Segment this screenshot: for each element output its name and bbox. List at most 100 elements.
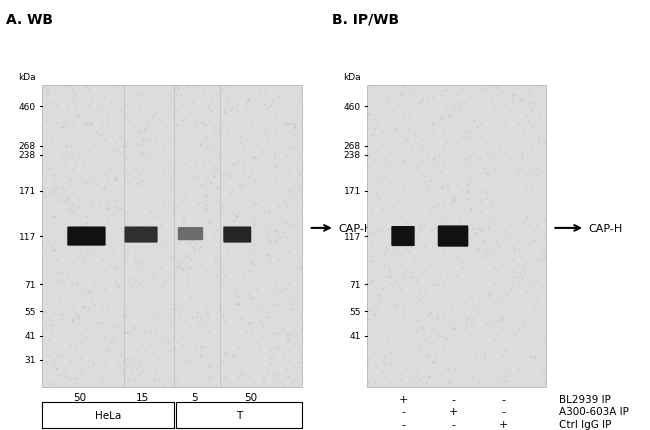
Point	[183, 264, 194, 271]
Point	[538, 304, 548, 311]
Point	[61, 105, 72, 112]
Point	[404, 111, 414, 118]
Point	[418, 300, 428, 307]
Point	[187, 314, 198, 321]
Point	[219, 273, 229, 280]
Point	[239, 158, 249, 165]
Point	[437, 218, 447, 224]
Point	[263, 371, 273, 378]
Point	[201, 134, 211, 141]
Point	[179, 160, 189, 167]
Point	[55, 278, 65, 285]
Point	[57, 352, 68, 359]
Point	[380, 163, 391, 170]
Point	[422, 181, 432, 187]
Point	[130, 255, 140, 262]
Point	[104, 205, 114, 212]
Point	[294, 150, 304, 157]
Point	[445, 285, 456, 292]
Point	[151, 138, 162, 145]
Point	[443, 364, 454, 371]
Point	[66, 207, 76, 214]
Point	[495, 181, 505, 188]
Point	[481, 171, 491, 178]
FancyBboxPatch shape	[391, 227, 415, 246]
Point	[222, 171, 233, 178]
Point	[406, 274, 416, 281]
Point	[461, 250, 471, 257]
Point	[501, 368, 512, 375]
Point	[215, 170, 226, 177]
Point	[153, 317, 164, 324]
Point	[273, 346, 283, 353]
Point	[160, 310, 170, 317]
Point	[244, 174, 254, 181]
Point	[501, 291, 512, 298]
Point	[289, 131, 300, 138]
Point	[448, 103, 459, 110]
Point	[49, 185, 59, 192]
Point	[132, 141, 142, 148]
Point	[391, 278, 402, 285]
Point	[168, 204, 178, 211]
Point	[77, 175, 87, 182]
Point	[131, 229, 141, 236]
Point	[200, 193, 210, 200]
Point	[140, 126, 151, 133]
Point	[52, 257, 62, 264]
Point	[507, 96, 517, 103]
Point	[481, 321, 491, 328]
Point	[365, 267, 376, 274]
Point	[246, 295, 256, 302]
Point	[404, 240, 414, 246]
Point	[109, 204, 120, 211]
Point	[60, 234, 70, 241]
Point	[102, 344, 112, 351]
Point	[489, 107, 500, 114]
Point	[370, 120, 381, 127]
Point	[491, 317, 502, 324]
Point	[439, 198, 449, 205]
Point	[463, 268, 474, 275]
Point	[371, 303, 382, 310]
Point	[77, 162, 88, 169]
Point	[289, 121, 300, 128]
FancyBboxPatch shape	[177, 227, 203, 241]
Point	[529, 303, 539, 310]
Point	[120, 114, 130, 121]
Text: 460: 460	[344, 103, 361, 111]
Point	[40, 323, 51, 330]
Point	[532, 167, 543, 174]
Point	[532, 136, 543, 143]
Point	[172, 378, 183, 385]
Point	[67, 317, 77, 324]
Point	[386, 280, 396, 286]
Point	[73, 337, 84, 344]
Point	[79, 221, 90, 228]
Point	[46, 321, 56, 328]
Point	[214, 131, 224, 138]
Point	[268, 147, 279, 154]
Point	[424, 311, 435, 318]
Text: +: +	[448, 406, 458, 417]
Point	[469, 290, 479, 297]
Text: 31: 31	[24, 356, 36, 364]
Point	[522, 214, 532, 221]
Point	[131, 277, 141, 284]
Point	[135, 171, 145, 178]
Point	[242, 338, 253, 345]
Point	[249, 261, 259, 267]
Point	[109, 347, 120, 354]
Point	[203, 219, 214, 226]
Point	[365, 229, 375, 236]
Point	[250, 176, 260, 183]
Point	[251, 248, 261, 255]
Point	[42, 101, 52, 108]
Point	[216, 204, 227, 211]
Point	[522, 214, 532, 221]
FancyBboxPatch shape	[438, 226, 468, 247]
Point	[528, 354, 539, 361]
Point	[505, 108, 515, 115]
Point	[370, 284, 381, 291]
Point	[500, 119, 510, 126]
